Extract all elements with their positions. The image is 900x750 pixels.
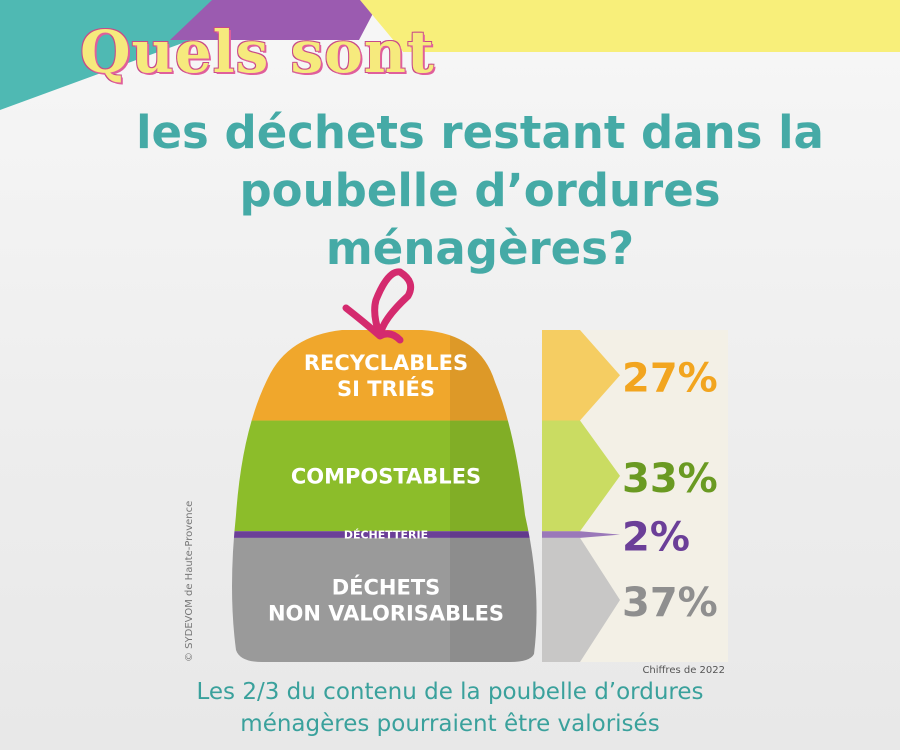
page-subtitle: les déchets restant dans la poubelle d’o… (60, 104, 900, 278)
data-label-percent: 2% (622, 515, 690, 561)
category-label: DÉCHETTERIE (344, 529, 428, 542)
chart-arrow (542, 531, 620, 538)
data-label-percent: 37% (622, 580, 718, 626)
credit-text: © SYDEVOM de Haute-Provence (184, 501, 195, 662)
decorative-purple-shape (170, 0, 380, 40)
category-label: DÉCHETS (332, 575, 441, 600)
bar-segment (232, 420, 537, 532)
decorative-yellow-band (360, 0, 900, 52)
source-note: Chiffres de 2022 (642, 665, 725, 676)
subtitle-line: les déchets restant dans la (136, 106, 824, 159)
footer-caption: Les 2/3 du contenu de la poubelle d’ordu… (0, 676, 900, 740)
chart-arrow (542, 420, 620, 532)
caption-line: Les 2/3 du contenu de la poubelle d’ordu… (196, 679, 704, 705)
subtitle-line: ménagères? (325, 222, 635, 275)
bar-segment-shade (450, 531, 537, 538)
caption-line: ménagères pourraient être valorisés (240, 711, 660, 737)
category-label: RECYCLABLES (304, 351, 468, 375)
chart-arrow (542, 537, 620, 662)
bag-tie-icon (342, 268, 415, 344)
page-title: Quels sont (80, 18, 435, 86)
bar-segment (232, 537, 537, 662)
bar-segment (232, 531, 537, 538)
chart-arrow (542, 330, 620, 421)
bag-bands (232, 330, 537, 662)
category-label: COMPOSTABLES (291, 464, 481, 488)
data-label-percent: 33% (622, 456, 718, 502)
subtitle-line: poubelle d’ordures (239, 164, 721, 217)
data-label-percent: 27% (622, 355, 718, 401)
bar-segment-shade (450, 537, 537, 662)
bar-segment-shade (450, 330, 537, 421)
category-label: NON VALORISABLES (268, 602, 504, 626)
category-label: SI TRIÉS (337, 376, 435, 401)
